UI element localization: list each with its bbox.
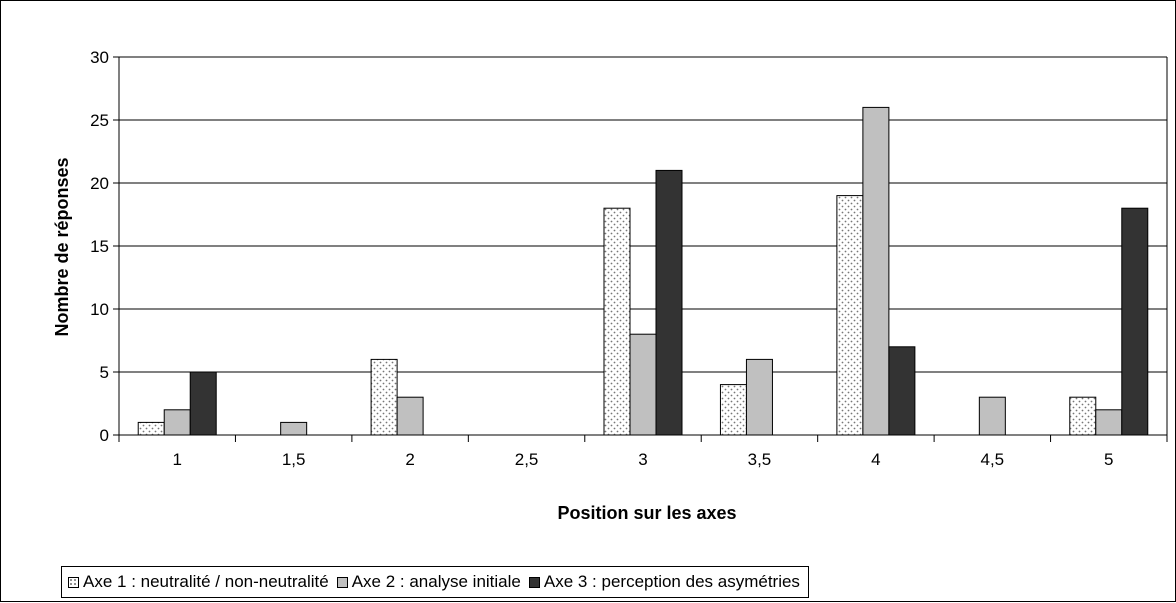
x-tick-label: 3,5 bbox=[748, 450, 772, 469]
bar-series2-5 bbox=[1095, 409, 1123, 436]
bar-series2-1 bbox=[163, 409, 191, 436]
legend-label: Axe 1 : neutralité / non-neutralité bbox=[83, 572, 329, 591]
axes: 0 5 10 15 20 25 30 1 1,5 2 2,5 3 3,5 4 4,5 5 bbox=[90, 48, 1168, 469]
bar-series3-1 bbox=[189, 371, 217, 436]
bar-series1-1 bbox=[137, 421, 165, 436]
bar-series3-4 bbox=[888, 346, 916, 436]
y-tick-label: 30 bbox=[90, 48, 109, 67]
y-tick-label: 25 bbox=[90, 111, 109, 130]
x-tick-label: 2,5 bbox=[515, 450, 539, 469]
y-axis-title: Nombre de réponses bbox=[52, 157, 72, 336]
bar-series1-3 bbox=[603, 207, 631, 436]
bar-series2-3 bbox=[629, 333, 657, 436]
axis-labels: Position sur les axes Nombre de réponses bbox=[52, 157, 737, 523]
bar-series2-4 bbox=[862, 106, 890, 436]
y-tick-label: 20 bbox=[90, 174, 109, 193]
bar-series1-4 bbox=[836, 195, 864, 436]
legend-swatch bbox=[68, 576, 79, 588]
bar-series2-1,5 bbox=[280, 421, 308, 436]
legend-item-series3: Axe 3 : perception des asymétries bbox=[528, 572, 800, 592]
legend-label: Axe 2 : analyse initiale bbox=[351, 572, 521, 591]
legend-swatch bbox=[336, 576, 348, 588]
y-tick-label: 0 bbox=[100, 426, 109, 445]
x-tick-label: 4 bbox=[871, 450, 880, 469]
x-tick-label: 1,5 bbox=[282, 450, 306, 469]
x-axis-title: Position sur les axes bbox=[557, 503, 736, 523]
legend-item-series1: Axe 1 : neutralité / non-neutralité bbox=[68, 572, 329, 592]
legend-item-series2: Axe 2 : analyse initiale bbox=[336, 572, 521, 592]
bar-series1-3,5 bbox=[719, 384, 747, 436]
x-tick-label: 5 bbox=[1104, 450, 1113, 469]
bar-series2-3,5 bbox=[745, 358, 773, 436]
bar-series2-2 bbox=[396, 396, 424, 436]
x-tick-label: 3 bbox=[638, 450, 647, 469]
bar-series3-3 bbox=[655, 169, 683, 436]
x-tick-label: 1 bbox=[172, 450, 181, 469]
y-tick-label: 10 bbox=[90, 300, 109, 319]
bar-series1-2 bbox=[370, 358, 398, 436]
bars bbox=[137, 106, 1149, 436]
x-tick-label: 2 bbox=[405, 450, 414, 469]
legend-label: Axe 3 : perception des asymétries bbox=[543, 572, 800, 591]
bar-series3-5 bbox=[1121, 207, 1149, 436]
x-tick-label: 4,5 bbox=[981, 450, 1005, 469]
bar-series2-4,5 bbox=[978, 396, 1006, 436]
y-tick-label: 15 bbox=[90, 237, 109, 256]
legend-swatch bbox=[528, 576, 540, 588]
gridlines bbox=[119, 56, 1167, 373]
legend: Axe 1 : neutralité / non-neutralité Axe 2… bbox=[61, 566, 809, 598]
y-tick-label: 5 bbox=[100, 363, 109, 382]
bar-series1-5 bbox=[1069, 396, 1097, 436]
